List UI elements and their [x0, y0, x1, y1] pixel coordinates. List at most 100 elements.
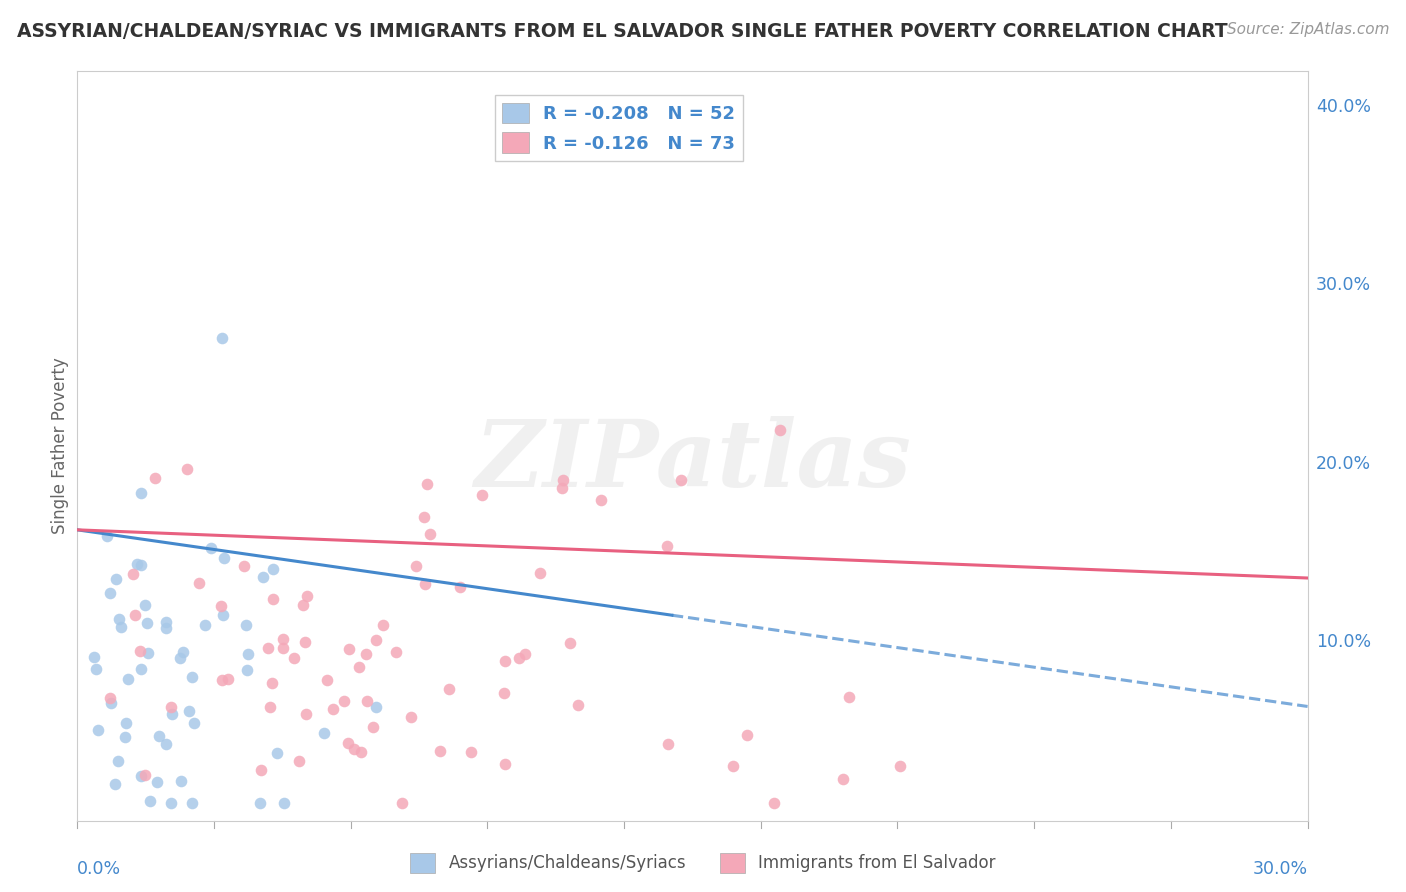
Point — [86, 662, 108, 676]
Point — [413, 577, 436, 591]
Point — [291, 598, 314, 612]
Point — [529, 566, 551, 581]
Point — [262, 562, 284, 576]
Point — [363, 720, 385, 734]
Point — [419, 527, 441, 541]
Point — [391, 796, 413, 810]
Point — [350, 745, 373, 759]
Point — [429, 744, 451, 758]
Point — [131, 558, 153, 572]
Point — [343, 741, 366, 756]
Point — [735, 728, 758, 742]
Point — [194, 617, 217, 632]
Point — [364, 700, 387, 714]
Text: 40.0%: 40.0% — [1316, 98, 1371, 116]
Point — [356, 693, 378, 707]
Point — [322, 702, 344, 716]
Point — [460, 745, 482, 759]
Point — [104, 777, 127, 791]
Point — [107, 612, 129, 626]
Legend: R = -0.208   N = 52, R = -0.126   N = 73: R = -0.208 N = 52, R = -0.126 N = 73 — [495, 95, 742, 161]
Point — [439, 681, 461, 696]
Point — [180, 670, 202, 684]
Point — [232, 559, 254, 574]
Point — [96, 528, 118, 542]
Point — [176, 462, 198, 476]
Point — [136, 647, 159, 661]
Point — [200, 541, 222, 555]
Point — [155, 738, 177, 752]
Point — [669, 473, 692, 487]
Point — [551, 473, 574, 487]
Point — [135, 616, 157, 631]
Point — [259, 700, 281, 714]
Point — [235, 618, 257, 632]
Point — [170, 773, 193, 788]
Point — [412, 510, 434, 524]
Point — [155, 621, 177, 635]
Point — [86, 723, 108, 738]
Point — [131, 662, 153, 676]
Point — [271, 632, 294, 646]
Point — [283, 651, 305, 665]
Point — [134, 598, 156, 612]
Text: 10.0%: 10.0% — [1316, 633, 1371, 651]
Point — [187, 575, 209, 590]
Point — [107, 754, 129, 768]
Point — [100, 696, 122, 710]
Point — [160, 700, 183, 714]
Point — [373, 618, 395, 632]
Point — [316, 673, 339, 687]
Point — [494, 686, 516, 700]
Point — [294, 634, 316, 648]
Point — [354, 648, 377, 662]
Point — [287, 754, 309, 768]
Y-axis label: Single Father Poverty: Single Father Poverty — [51, 358, 69, 534]
Point — [721, 759, 744, 773]
Point — [550, 481, 572, 495]
Point — [416, 477, 439, 491]
Point — [655, 539, 678, 553]
Point — [100, 690, 122, 705]
Point — [385, 645, 408, 659]
Text: ZIPatlas: ZIPatlas — [474, 416, 911, 506]
Point — [347, 660, 370, 674]
Point — [177, 704, 200, 718]
Point — [129, 486, 152, 500]
Point — [591, 492, 613, 507]
Text: 30.0%: 30.0% — [1316, 277, 1371, 294]
Point — [768, 423, 790, 437]
Point — [83, 650, 105, 665]
Point — [295, 589, 318, 603]
Point — [129, 643, 152, 657]
Point — [211, 673, 233, 687]
Point — [405, 558, 427, 573]
Point — [143, 471, 166, 485]
Point — [117, 672, 139, 686]
Point — [146, 775, 169, 789]
Point — [513, 647, 536, 661]
Point — [262, 676, 284, 690]
Point — [125, 557, 148, 571]
Point — [336, 736, 359, 750]
Point — [271, 640, 294, 655]
Point — [183, 715, 205, 730]
Point — [129, 768, 152, 782]
Point — [114, 730, 136, 744]
Point — [449, 580, 471, 594]
Point — [110, 620, 132, 634]
Point — [236, 663, 259, 677]
Point — [471, 487, 494, 501]
Point — [832, 772, 855, 786]
Point — [657, 737, 679, 751]
Text: 30.0%: 30.0% — [1253, 860, 1308, 878]
Point — [212, 550, 235, 565]
Point — [250, 764, 273, 778]
Point — [104, 572, 127, 586]
Point — [366, 633, 388, 648]
Point — [257, 640, 280, 655]
Point — [494, 654, 516, 668]
Point — [209, 599, 232, 613]
Point — [333, 694, 356, 708]
Point — [273, 796, 295, 810]
